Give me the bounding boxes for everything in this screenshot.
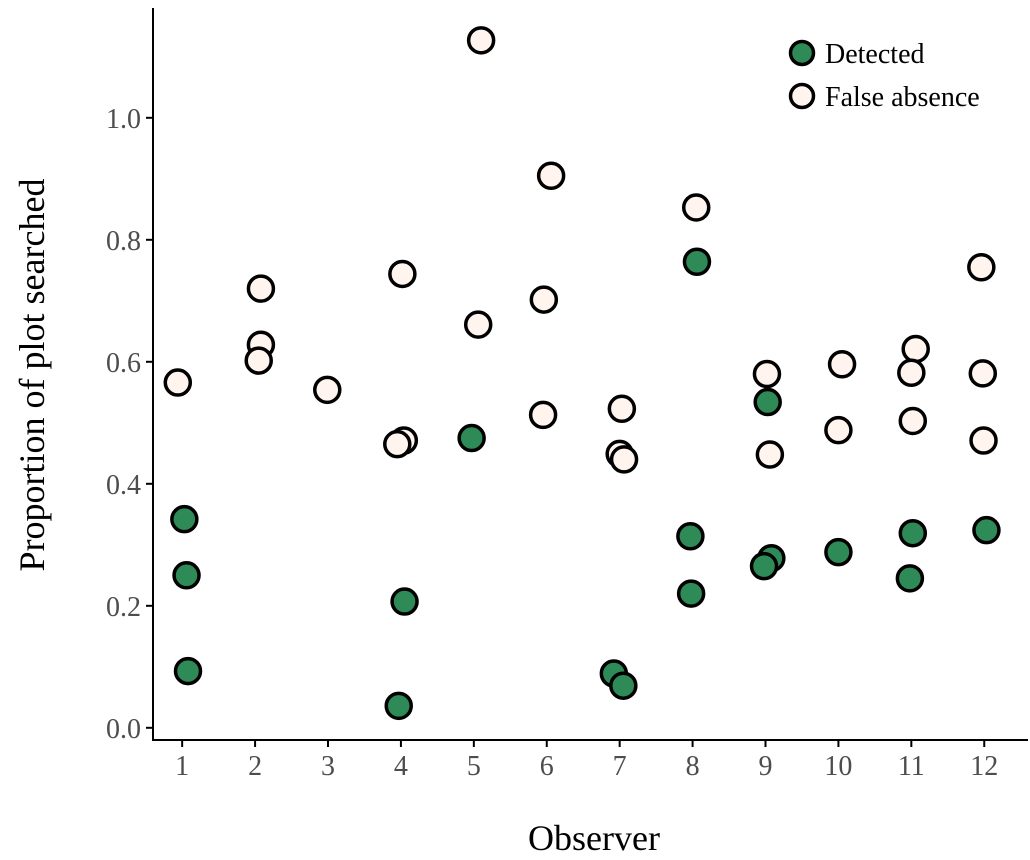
false-absence-point <box>897 358 926 388</box>
false-absence-point <box>969 426 998 455</box>
y-tick-label: 0.6 <box>106 348 141 379</box>
false-absence-point <box>752 359 782 389</box>
false-absence-point <box>246 274 276 303</box>
axes <box>152 8 1028 741</box>
y-tick-label: 0.2 <box>106 592 141 623</box>
detected-point <box>173 656 203 686</box>
false-absence-point <box>824 415 853 445</box>
false-absence-point <box>388 259 417 289</box>
false-absence-point <box>536 161 566 190</box>
x-tick-label: 1 <box>175 751 189 782</box>
detected-point <box>972 515 1001 545</box>
y-tick-label: 0.4 <box>106 470 141 501</box>
legend-label-detected: Detected <box>825 39 925 70</box>
false-absence-point <box>607 394 637 424</box>
detected-point <box>682 247 712 277</box>
detected-point <box>753 387 782 417</box>
legend-marker-detected <box>788 39 816 67</box>
y-tick-label: 0.0 <box>106 714 141 745</box>
x-tick-label: 8 <box>686 751 700 782</box>
x-axis-ticks: 1 2 3 4 5 6 7 8 9 10 11 12 <box>175 740 998 782</box>
x-axis-title: Observer <box>528 818 660 858</box>
false-absence-point <box>244 346 273 375</box>
data-points <box>163 26 1001 721</box>
detected-point <box>898 518 928 548</box>
false-absence-point <box>681 193 711 222</box>
x-tick-label: 9 <box>759 751 773 782</box>
false-absence-point <box>901 334 930 364</box>
x-tick-label: 12 <box>970 751 998 782</box>
detected-point <box>172 561 201 590</box>
x-tick-label: 10 <box>824 751 852 782</box>
detected-point <box>390 587 419 616</box>
y-tick-label: 1.0 <box>106 104 141 135</box>
false-absence-point <box>529 285 559 314</box>
false-absence-point <box>898 406 928 436</box>
y-axis-title: Proportion of plot searched <box>12 179 52 572</box>
false-absence-point <box>383 429 412 459</box>
detected-point <box>895 564 925 593</box>
false-absence-point <box>466 26 496 55</box>
detected-point <box>749 551 779 581</box>
legend: Detected False absence <box>788 39 980 113</box>
x-tick-label: 6 <box>540 751 554 782</box>
detected-point <box>676 579 706 608</box>
detected-point <box>609 671 638 700</box>
detected-point <box>676 522 705 551</box>
false-absence-point <box>528 400 558 430</box>
x-tick-label: 4 <box>394 751 408 782</box>
false-absence-point <box>755 440 785 469</box>
x-tick-label: 7 <box>613 751 627 782</box>
x-tick-label: 11 <box>898 751 925 782</box>
false-absence-point <box>463 310 493 339</box>
false-absence-point <box>313 375 342 405</box>
false-absence-point <box>827 349 857 379</box>
detected-point <box>170 504 199 534</box>
x-tick-label: 2 <box>248 751 262 782</box>
detected-point <box>457 423 486 453</box>
y-axis-ticks: 0.0 0.2 0.4 0.6 0.8 1.0 <box>106 104 153 745</box>
x-tick-label: 3 <box>321 751 335 782</box>
detected-point <box>384 691 413 721</box>
false-absence-point <box>967 253 996 282</box>
x-tick-label: 5 <box>467 751 481 782</box>
detected-point <box>824 537 853 567</box>
legend-marker-false-absence <box>788 82 816 110</box>
false-absence-point <box>968 359 998 388</box>
false-absence-point <box>609 445 639 474</box>
y-tick-label: 0.8 <box>106 226 141 257</box>
legend-label-false-absence: False absence <box>825 82 980 113</box>
false-absence-point <box>163 368 193 397</box>
